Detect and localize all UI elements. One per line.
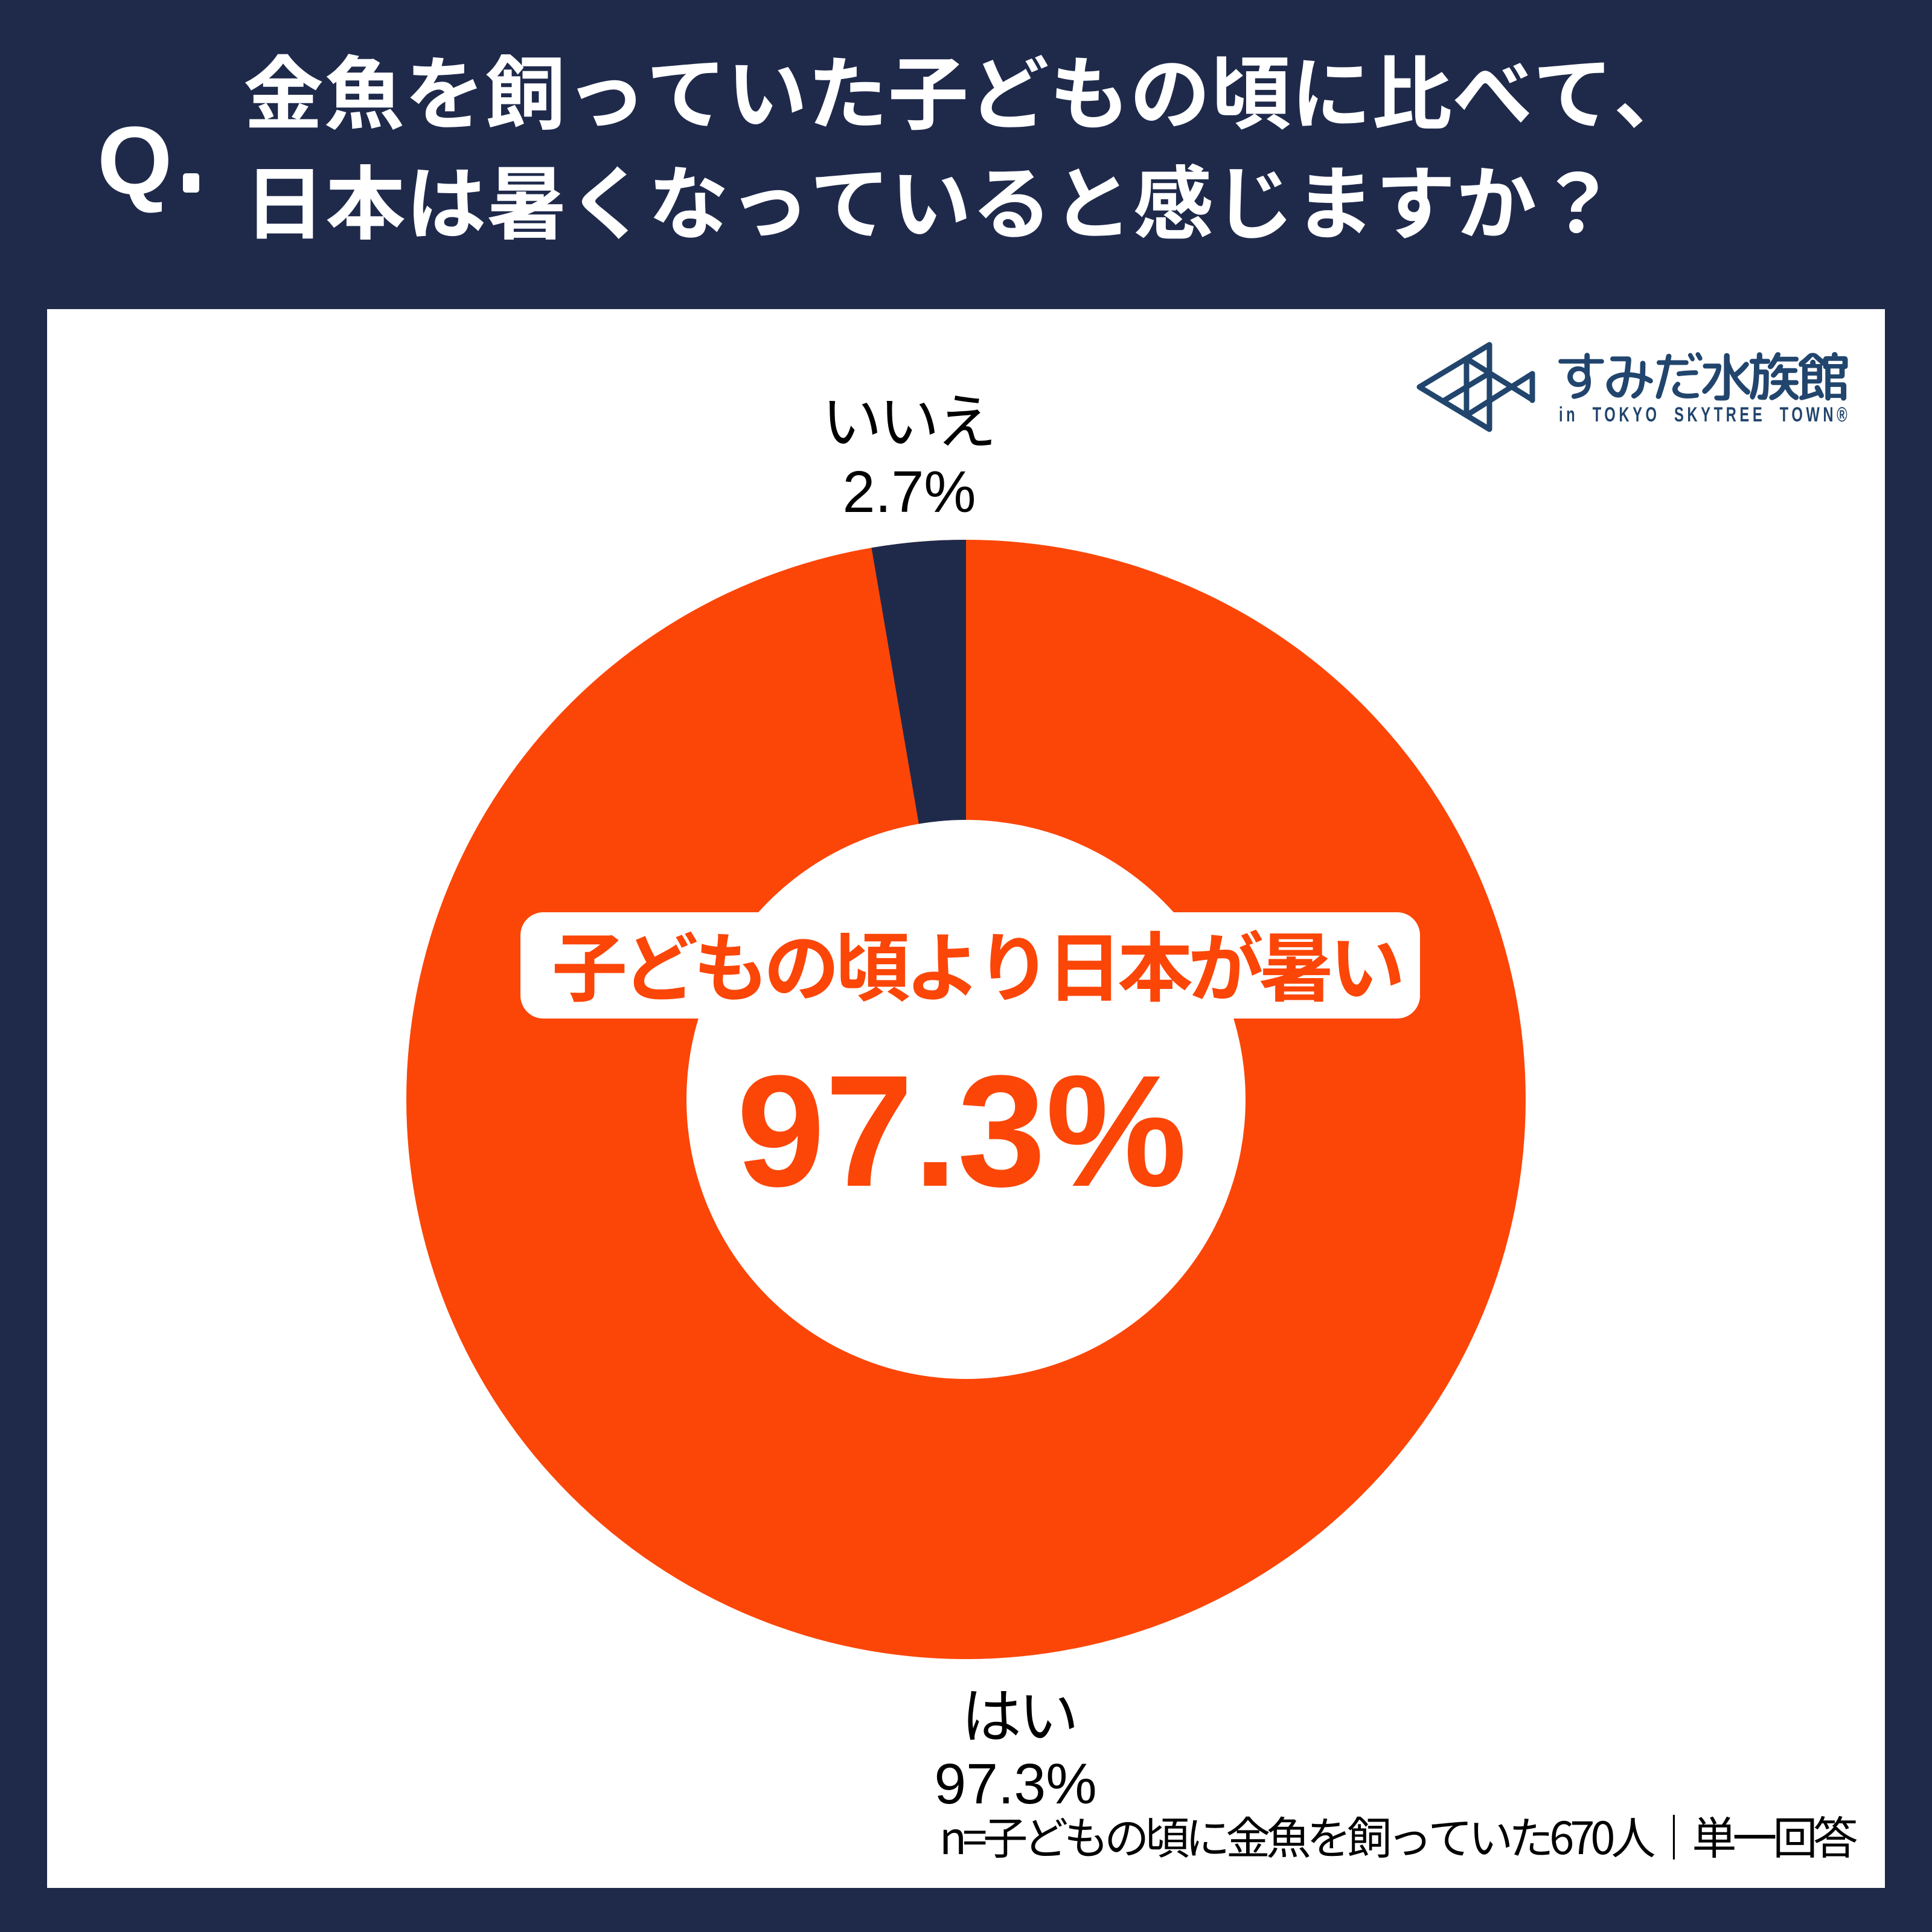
svg-text:Q: Q — [97, 106, 172, 214]
svg-text:97.3%: 97.3% — [737, 1042, 1187, 1220]
svg-text:in TOKYO SKYTREE TOWN®: in TOKYO SKYTREE TOWN® — [1559, 403, 1850, 426]
svg-text:97.3%: 97.3% — [934, 1752, 1096, 1816]
svg-text:2.7%: 2.7% — [842, 459, 976, 525]
